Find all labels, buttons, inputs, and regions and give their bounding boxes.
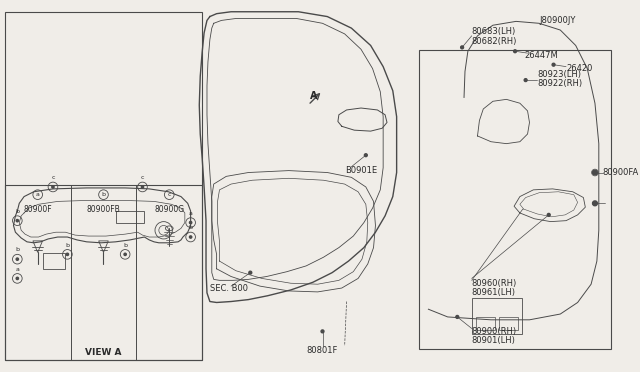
Text: b: b	[123, 243, 127, 248]
Circle shape	[514, 50, 516, 53]
Text: 80900FA: 80900FA	[603, 168, 639, 177]
Text: 80900(RH): 80900(RH)	[472, 327, 517, 336]
Text: 80923(LH): 80923(LH)	[537, 70, 581, 79]
Text: A: A	[310, 90, 317, 100]
Circle shape	[593, 170, 597, 175]
Circle shape	[52, 186, 54, 188]
Circle shape	[141, 186, 143, 188]
Text: b: b	[15, 209, 19, 214]
Text: 80961(LH): 80961(LH)	[472, 288, 516, 297]
Text: c: c	[168, 192, 171, 197]
Circle shape	[16, 219, 19, 222]
Polygon shape	[99, 241, 108, 253]
Bar	[499, 317, 518, 330]
Circle shape	[461, 46, 463, 49]
Circle shape	[249, 271, 252, 274]
Text: a: a	[189, 211, 193, 216]
Bar	[472, 298, 522, 334]
Text: J80900JY: J80900JY	[539, 16, 575, 25]
Text: a: a	[15, 267, 19, 272]
Bar	[116, 211, 145, 222]
Bar	[44, 253, 65, 269]
Polygon shape	[33, 241, 42, 253]
Circle shape	[456, 315, 459, 318]
Text: b: b	[65, 243, 69, 248]
Circle shape	[547, 214, 550, 217]
Circle shape	[66, 253, 68, 256]
Bar	[5, 12, 202, 360]
Text: b: b	[102, 192, 106, 197]
Text: 80801F: 80801F	[307, 346, 338, 355]
Text: 80901(LH): 80901(LH)	[472, 337, 516, 346]
Circle shape	[524, 78, 527, 81]
Text: b: b	[15, 247, 19, 253]
Text: 26447M: 26447M	[525, 51, 559, 60]
Bar	[5, 185, 202, 360]
Circle shape	[16, 258, 19, 260]
Text: SEC. B00: SEC. B00	[210, 283, 248, 292]
Text: 80960(RH): 80960(RH)	[472, 279, 517, 288]
Text: c: c	[141, 175, 144, 180]
Circle shape	[552, 63, 555, 66]
Text: 80682(RH): 80682(RH)	[472, 37, 517, 46]
Text: b: b	[189, 225, 193, 230]
Text: 80683(LH): 80683(LH)	[472, 28, 516, 36]
Text: 80900FB: 80900FB	[86, 205, 120, 214]
Text: 80900G: 80900G	[154, 205, 184, 214]
Text: 80900F: 80900F	[24, 205, 52, 214]
Text: B0901E: B0901E	[345, 166, 377, 175]
Circle shape	[189, 236, 192, 238]
Text: 80922(RH): 80922(RH)	[537, 80, 582, 89]
Circle shape	[364, 154, 367, 157]
Circle shape	[189, 221, 192, 224]
Circle shape	[124, 253, 126, 256]
Circle shape	[16, 277, 19, 280]
Bar	[419, 50, 611, 349]
Text: VIEW A: VIEW A	[84, 348, 121, 357]
Text: c: c	[51, 175, 54, 180]
Text: 26420: 26420	[566, 64, 593, 73]
Circle shape	[321, 330, 324, 333]
Text: a: a	[36, 192, 40, 197]
Bar	[476, 317, 495, 330]
Circle shape	[593, 201, 597, 206]
